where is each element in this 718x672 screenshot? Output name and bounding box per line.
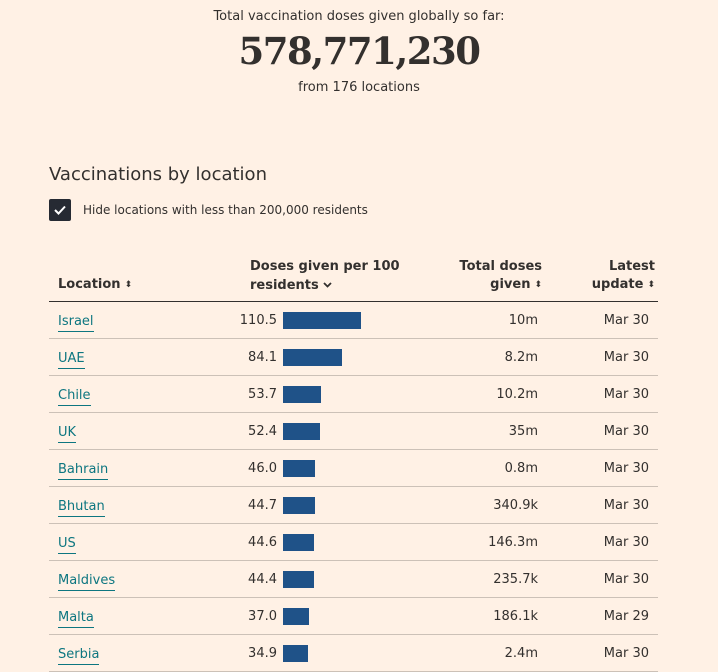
location-link[interactable]: US [58, 535, 76, 554]
total-doses-value: 146.3m [488, 535, 538, 550]
doses-per-100-value: 34.9 [248, 646, 277, 661]
latest-update-value: Mar 30 [603, 461, 649, 476]
doses-per-100-value: 52.4 [248, 424, 277, 439]
doses-per-100-value: 110.5 [239, 313, 277, 328]
doses-per-100-value: 44.7 [248, 498, 277, 513]
doses-per-100-bar [283, 423, 320, 440]
latest-update-value: Mar 30 [603, 313, 649, 328]
total-doses-value: 10m [508, 313, 538, 328]
column-header-doses-label-line1: Doses given per 100 [250, 259, 400, 274]
table-row: Bhutan 44.7 340.9k Mar 30 [49, 487, 658, 524]
latest-update-value: Mar 30 [603, 350, 649, 365]
doses-per-100-value: 44.4 [248, 572, 277, 587]
section-title: Vaccinations by location [49, 164, 267, 185]
table-row: Israel 110.5 10m Mar 30 [49, 302, 658, 339]
doses-per-100-value: 44.6 [248, 535, 277, 550]
doses-per-100-bar [283, 312, 361, 329]
sort-updown-icon: ⬍ [534, 280, 542, 290]
hide-small-locations-checkbox[interactable] [49, 199, 71, 221]
latest-update-value: Mar 30 [603, 387, 649, 402]
total-doses-value: 10.2m [496, 387, 538, 402]
total-doses-value: 235.7k [493, 572, 538, 587]
latest-update-value: Mar 30 [603, 424, 649, 439]
location-link[interactable]: Maldives [58, 572, 116, 591]
sort-updown-icon: ⬍ [124, 280, 133, 290]
global-total-label: Total vaccination doses given globally s… [213, 9, 505, 24]
hide-small-locations-label: Hide locations with less than 200,000 re… [83, 203, 368, 217]
total-doses-value: 8.2m [504, 350, 538, 365]
table-row: Maldives 44.4 235.7k Mar 30 [49, 561, 658, 598]
location-link[interactable]: UK [58, 424, 77, 443]
sort-updown-icon: ⬍ [647, 280, 655, 290]
location-link[interactable]: Malta [58, 609, 94, 628]
latest-update-value: Mar 30 [603, 572, 649, 587]
doses-per-100-bar [283, 460, 315, 477]
column-header-latest-update[interactable]: Latest update ⬍ [592, 258, 655, 294]
total-doses-value: 0.8m [504, 461, 538, 476]
latest-update-value: Mar 29 [603, 609, 649, 624]
total-doses-value: 340.9k [493, 498, 538, 513]
checkmark-icon [54, 205, 66, 215]
sort-descending-icon [323, 276, 332, 294]
column-header-location[interactable]: Location ⬍ [58, 276, 132, 294]
table-header: Location ⬍ Doses given per 100 residents … [49, 250, 658, 302]
table-row: Chile 53.7 10.2m Mar 30 [49, 376, 658, 413]
location-link[interactable]: Chile [58, 387, 91, 406]
total-doses-value: 2.4m [504, 646, 538, 661]
doses-per-100-bar [283, 497, 315, 514]
latest-update-value: Mar 30 [603, 535, 649, 550]
location-link[interactable]: Bhutan [58, 498, 105, 517]
column-header-total-label-line1: Total doses [459, 259, 542, 274]
table-row: Bahrain 46.0 0.8m Mar 30 [49, 450, 658, 487]
locations-count: from 176 locations [298, 80, 420, 95]
column-header-update-label-line2: update [591, 277, 644, 292]
table-row: Serbia 34.9 2.4m Mar 30 [49, 635, 658, 672]
doses-per-100-bar [283, 608, 309, 625]
location-link[interactable]: Israel [58, 313, 94, 332]
population-filter[interactable]: Hide locations with less than 200,000 re… [49, 199, 368, 221]
latest-update-value: Mar 30 [603, 646, 649, 661]
doses-per-100-bar [283, 571, 314, 588]
column-header-update-label-line1: Latest [608, 259, 655, 274]
vaccinations-table: Location ⬍ Doses given per 100 residents … [49, 250, 658, 672]
column-header-total-label-line2: given [490, 277, 531, 292]
doses-per-100-value: 37.0 [248, 609, 277, 624]
table-row: UK 52.4 35m Mar 30 [49, 413, 658, 450]
column-header-total-doses[interactable]: Total doses given ⬍ [459, 258, 542, 294]
location-link[interactable]: Bahrain [58, 461, 109, 480]
global-total-value: 578,771,230 [238, 29, 481, 73]
total-doses-value: 186.1k [493, 609, 538, 624]
column-header-doses-per-100[interactable]: Doses given per 100 residents [250, 258, 400, 295]
doses-per-100-bar [283, 349, 342, 366]
location-link[interactable]: UAE [58, 350, 85, 369]
column-header-location-label: Location [58, 277, 121, 292]
location-link[interactable]: Serbia [58, 646, 100, 665]
doses-per-100-value: 46.0 [248, 461, 277, 476]
doses-per-100-bar [283, 386, 321, 403]
column-header-doses-label-line2: residents [250, 278, 319, 293]
table-row: US 44.6 146.3m Mar 30 [49, 524, 658, 561]
doses-per-100-value: 84.1 [248, 350, 277, 365]
table-row: Malta 37.0 186.1k Mar 29 [49, 598, 658, 635]
doses-per-100-bar [283, 534, 314, 551]
doses-per-100-value: 53.7 [248, 387, 277, 402]
table-row: UAE 84.1 8.2m Mar 30 [49, 339, 658, 376]
total-doses-value: 35m [508, 424, 538, 439]
latest-update-value: Mar 30 [603, 498, 649, 513]
doses-per-100-bar [283, 645, 308, 662]
